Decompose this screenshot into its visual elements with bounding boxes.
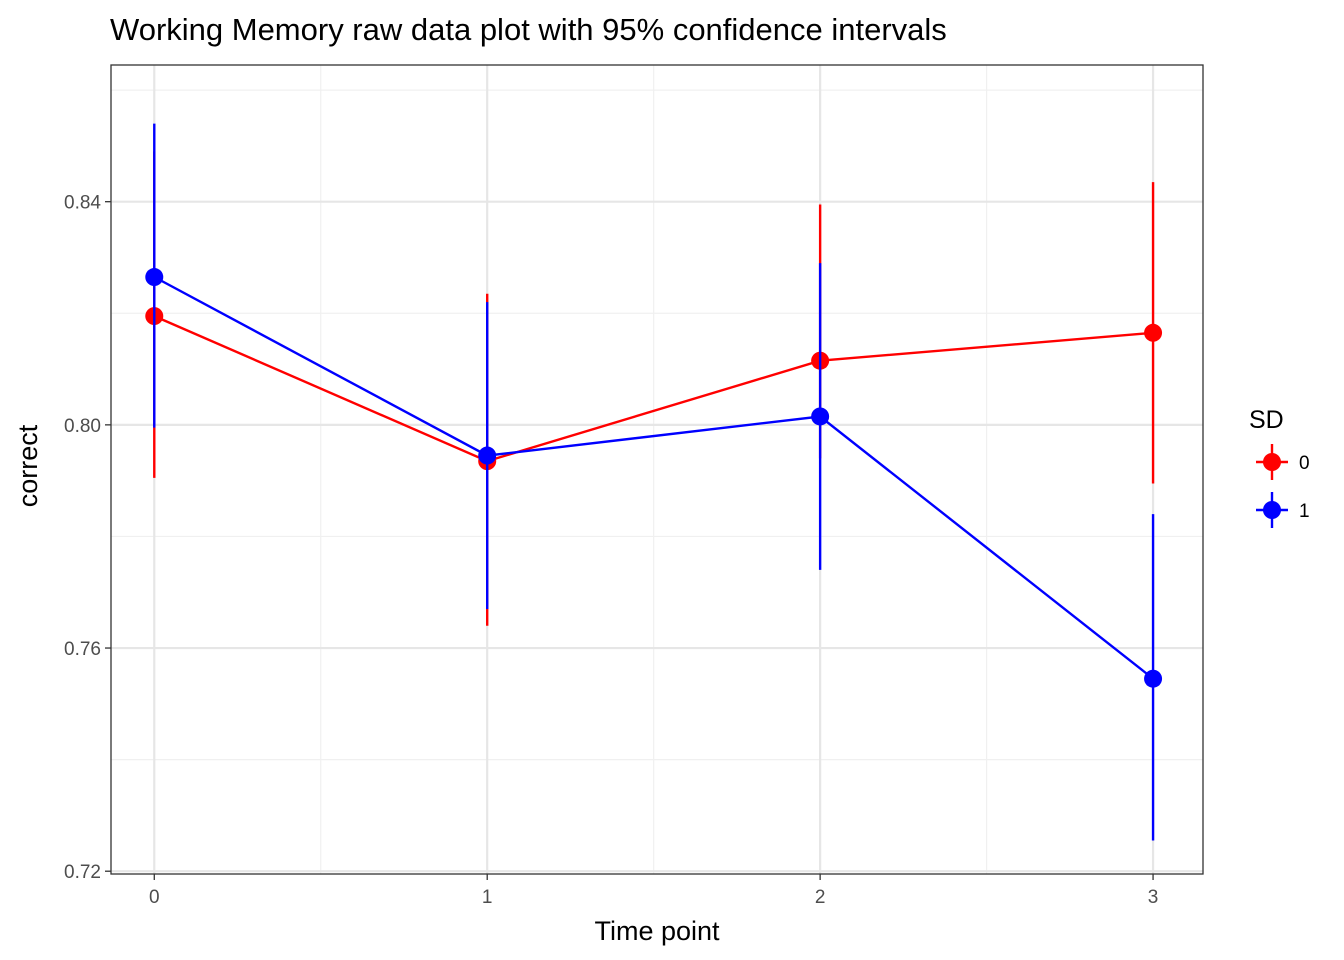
data-point xyxy=(478,446,497,465)
data-point xyxy=(811,407,830,426)
x-tick-label: 1 xyxy=(482,887,493,908)
axes: 0.72 0.76 0.80 0.84 0 1 2 3 xyxy=(64,64,1204,908)
x-tick-label: 0 xyxy=(149,887,160,908)
data-point xyxy=(1144,669,1163,688)
panel-background xyxy=(111,65,1203,874)
legend-key-point xyxy=(1263,453,1281,471)
y-axis-title: correct xyxy=(13,424,43,507)
y-tick-label: 0.76 xyxy=(64,639,101,660)
y-tick-label: 0.72 xyxy=(64,862,101,883)
legend-item-1: 1 xyxy=(1256,492,1310,528)
legend-item-0: 0 xyxy=(1256,444,1310,480)
x-tick-label: 2 xyxy=(815,887,826,908)
x-tick-label: 3 xyxy=(1148,887,1159,908)
series-line xyxy=(153,275,1154,680)
legend-title: SD xyxy=(1249,406,1284,434)
data-point xyxy=(145,268,164,287)
y-tick-label: 0.80 xyxy=(64,416,101,437)
x-axis-title: Time point xyxy=(594,916,720,946)
legend: SD 0 1 xyxy=(1249,406,1310,528)
y-tick-label: 0.84 xyxy=(64,193,101,214)
plot-panel xyxy=(111,65,1203,874)
series-line xyxy=(153,314,1154,463)
legend-label: 1 xyxy=(1299,501,1310,522)
series-layer xyxy=(145,123,1163,841)
series-1 xyxy=(145,123,1163,841)
legend-label: 0 xyxy=(1299,453,1310,474)
chart-title: Working Memory raw data plot with 95% co… xyxy=(110,12,947,47)
legend-key-point xyxy=(1263,501,1281,519)
data-point xyxy=(1144,323,1163,342)
panel-border xyxy=(110,64,1204,875)
